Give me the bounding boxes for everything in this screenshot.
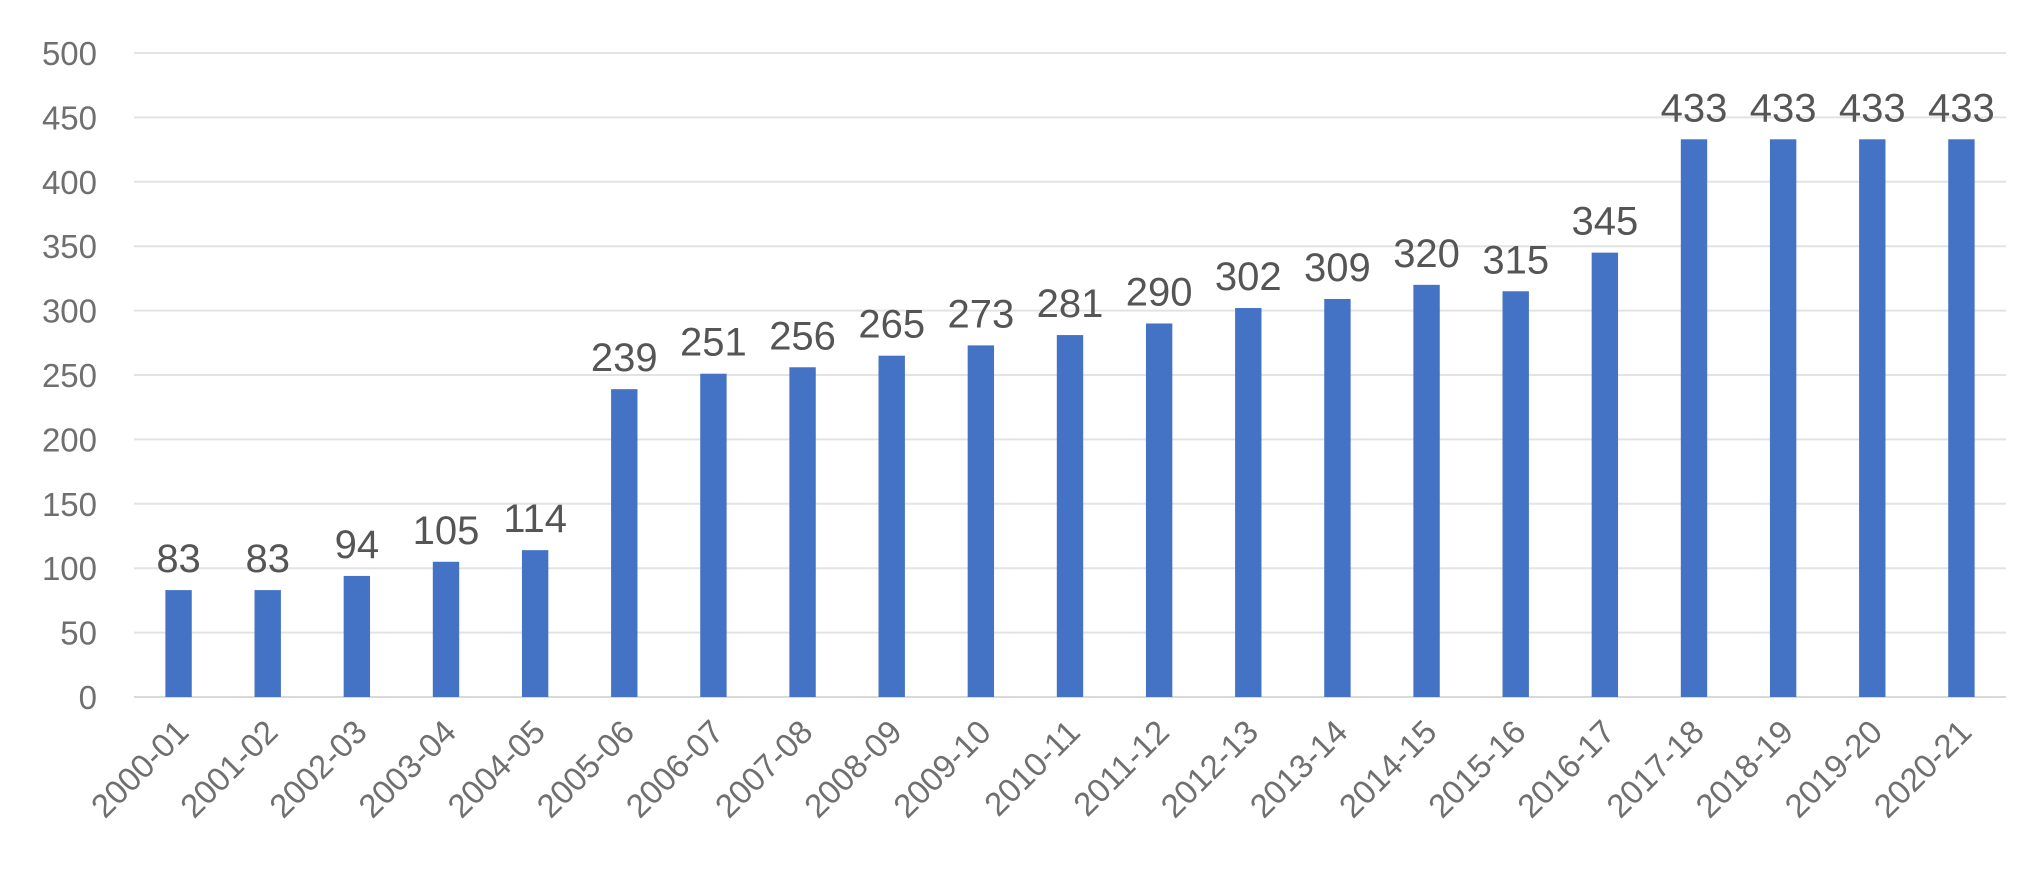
- x-axis-ticks: 2000-012001-022002-032003-042004-052005-…: [84, 713, 1979, 825]
- y-tick-label: 400: [42, 164, 97, 201]
- x-tick-label: 2002-03: [262, 713, 374, 825]
- bar: [432, 561, 460, 697]
- data-label: 433: [1839, 86, 1906, 130]
- x-tick-label: 2001-02: [173, 713, 285, 825]
- x-tick-label: 2008-09: [797, 713, 909, 825]
- x-tick-label: 2019-20: [1777, 713, 1889, 825]
- x-tick-label: 2010-11: [977, 713, 1087, 823]
- bar: [1145, 323, 1173, 697]
- bar: [611, 389, 638, 697]
- bar: [700, 373, 727, 697]
- x-tick-label: 2006-07: [619, 713, 731, 825]
- y-tick-label: 300: [42, 293, 97, 330]
- bar: [254, 590, 281, 697]
- data-label: 239: [591, 336, 658, 380]
- y-tick-label: 50: [60, 615, 97, 652]
- bar: [1324, 299, 1351, 697]
- data-label: 83: [245, 537, 290, 581]
- x-tick-label: 2005-06: [529, 713, 641, 825]
- y-tick-label: 150: [42, 486, 97, 523]
- data-label: 290: [1126, 270, 1193, 314]
- x-tick-label: 2015-16: [1421, 713, 1533, 825]
- bar: [343, 575, 371, 697]
- x-tick-label: 2000-01: [84, 713, 196, 825]
- data-label: 114: [503, 497, 567, 541]
- data-label: 281: [1037, 282, 1104, 326]
- x-tick-label: 2013-14: [1243, 713, 1355, 825]
- y-tick-label: 200: [42, 421, 97, 458]
- bar: [1859, 139, 1886, 697]
- x-tick-label: 2012-13: [1153, 713, 1265, 825]
- bar: [1502, 291, 1529, 697]
- bar: [878, 355, 905, 697]
- y-tick-label: 450: [42, 99, 97, 136]
- y-tick-label: 0: [79, 679, 97, 716]
- y-axis-ticks: 0 50 100 150 200 250 300 350 400 450 500: [42, 35, 97, 716]
- data-label: 273: [947, 292, 1014, 336]
- bar: [1948, 139, 1975, 697]
- data-label: 320: [1393, 232, 1460, 276]
- bar: [967, 345, 995, 697]
- bar: [1235, 308, 1262, 697]
- y-tick-label: 350: [42, 228, 97, 265]
- data-labels: 83 83 94 105 114 239 251 256 265 273 281 290 302 309 3…: [156, 86, 1994, 581]
- bar: [1769, 139, 1797, 697]
- data-label: 94: [335, 523, 380, 567]
- bar: [165, 590, 192, 697]
- x-tick-label: 2007-08: [708, 713, 820, 825]
- data-label: 251: [680, 321, 747, 365]
- x-tick-label: 2004-05: [440, 713, 552, 825]
- data-label: 315: [1482, 238, 1549, 282]
- y-tick-label: 500: [42, 35, 97, 72]
- bar: [1680, 139, 1708, 697]
- data-label: 256: [769, 314, 836, 358]
- x-tick-label: 2009-10: [886, 713, 998, 825]
- x-tick-label: 2016-17: [1510, 713, 1622, 825]
- bar: [789, 367, 816, 697]
- data-label: 345: [1571, 200, 1638, 244]
- bar: [1056, 335, 1084, 697]
- y-tick-label: 250: [42, 357, 97, 394]
- x-tick-label: 2017-18: [1599, 713, 1711, 825]
- x-tick-label: 2011-12: [1066, 713, 1176, 823]
- data-label: 302: [1215, 255, 1282, 299]
- bar: [1413, 284, 1440, 697]
- data-label: 265: [858, 303, 925, 347]
- data-label: 83: [156, 537, 201, 581]
- data-label: 433: [1928, 86, 1995, 130]
- x-tick-label: 2020-21: [1867, 713, 1979, 825]
- y-tick-label: 100: [42, 550, 97, 587]
- x-tick-label: 2018-19: [1688, 713, 1800, 825]
- bar-series: [165, 139, 1975, 697]
- data-label: 309: [1304, 246, 1371, 290]
- data-label: 433: [1661, 86, 1728, 130]
- x-tick-label: 2014-15: [1332, 713, 1444, 825]
- x-tick-label: 2003-04: [351, 713, 463, 825]
- bar: [521, 550, 549, 697]
- data-label: 105: [413, 509, 480, 553]
- bar: [1591, 252, 1619, 697]
- data-label: 433: [1750, 86, 1817, 130]
